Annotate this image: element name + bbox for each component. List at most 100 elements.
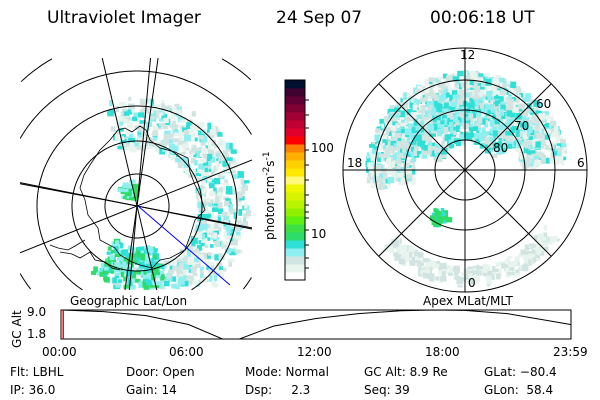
- emission-pixel: [198, 221, 205, 227]
- emission-pixel: [481, 128, 486, 135]
- emission-pixel: [531, 136, 538, 140]
- emission-pixel: [157, 270, 165, 275]
- emission-pixel: [136, 258, 140, 265]
- emission-pixel: [161, 100, 165, 107]
- emission-pixel: [454, 108, 460, 116]
- emission-pixel: [148, 275, 154, 280]
- gain-status: Gain: 14: [126, 383, 177, 397]
- emission-pixel: [543, 224, 548, 231]
- emission-pixel: [441, 140, 445, 146]
- instrument-title: Ultraviolet Imager: [47, 8, 201, 28]
- emission-pixel: [134, 115, 141, 123]
- emission-pixel: [394, 256, 401, 261]
- emission-pixel: [533, 107, 538, 112]
- emission-pixel: [512, 99, 517, 104]
- emission-pixel: [220, 140, 226, 147]
- altitude-series: [60, 309, 571, 340]
- emission-pixel: [390, 140, 397, 146]
- emission-pixel: [448, 107, 453, 114]
- emission-pixel: [367, 172, 371, 177]
- emission-pixel: [410, 169, 416, 175]
- emission-pixel: [524, 149, 530, 153]
- emission-pixel: [450, 106, 456, 112]
- emission-pixel: [469, 103, 473, 108]
- emission-pixel: [136, 250, 141, 255]
- emission-pixel: [236, 201, 242, 207]
- emission-pixel: [421, 152, 428, 159]
- emission-pixel: [138, 136, 145, 143]
- emission-pixel: [200, 136, 208, 143]
- emission-pixel: [480, 80, 486, 87]
- emission-pixel: [482, 272, 488, 277]
- emission-pixel: [206, 129, 212, 134]
- emission-pixel: [393, 252, 399, 257]
- emission-pixel: [132, 116, 138, 122]
- emission-pixel: [169, 258, 177, 265]
- emission-pixel: [526, 140, 531, 145]
- colorbar-swatch: [285, 272, 305, 281]
- emission-pixel: [461, 138, 465, 145]
- emission-pixel: [143, 260, 150, 266]
- emission-pixel: [441, 271, 446, 277]
- emission-pixel: [207, 153, 213, 160]
- emission-pixel: [209, 191, 216, 197]
- emission-pixel: [119, 102, 127, 106]
- emission-pixel: [420, 97, 427, 103]
- emission-pixel: [212, 207, 219, 212]
- emission-pixel: [171, 276, 176, 282]
- emission-pixel: [178, 276, 183, 284]
- emission-pixel: [191, 265, 196, 270]
- emission-pixel: [370, 184, 376, 189]
- emission-pixel: [381, 164, 385, 168]
- glat-status: GLat: −80.4: [484, 365, 557, 379]
- emission-pixel: [495, 107, 500, 114]
- emission-pixel: [195, 224, 203, 232]
- emission-pixel: [206, 197, 211, 202]
- emission-pixel: [396, 250, 402, 254]
- emission-pixel: [440, 120, 445, 125]
- left-map-label: Geographic Lat/Lon: [70, 294, 188, 308]
- emission-pixel: [481, 135, 486, 141]
- emission-pixel: [484, 103, 488, 108]
- emission-pixel: [201, 239, 208, 243]
- emission-pixel: [237, 171, 244, 178]
- emission-pixel: [213, 187, 217, 194]
- emission-pixel: [375, 176, 382, 183]
- emission-pixel: [454, 74, 458, 78]
- emission-pixel: [118, 123, 124, 129]
- emission-pixel: [129, 271, 137, 279]
- colorbar-swatch: [285, 232, 305, 241]
- emission-pixel: [168, 139, 174, 144]
- emission-pixel: [208, 149, 215, 156]
- emission-pixel: [222, 182, 229, 186]
- emission-pixel: [213, 165, 218, 171]
- emission-pixel: [501, 144, 507, 149]
- emission-pixel: [372, 177, 377, 183]
- emission-pixel: [432, 118, 437, 123]
- emission-pixel: [191, 150, 196, 155]
- emission-pixel: [422, 272, 429, 279]
- emission-pixel: [201, 223, 209, 231]
- emission-pixel: [182, 264, 190, 271]
- emission-pixel: [380, 139, 387, 143]
- emission-pixel: [521, 116, 527, 123]
- emission-pixel: [127, 263, 131, 269]
- emission-pixel: [175, 285, 179, 289]
- emission-pixel: [428, 77, 435, 82]
- emission-pixel: [386, 170, 393, 176]
- emission-pixel: [201, 188, 205, 195]
- unit-s: s: [263, 160, 277, 167]
- emission-pixel: [476, 264, 480, 271]
- emission-pixel: [473, 85, 481, 93]
- emission-pixel: [125, 145, 133, 151]
- colorbar-swatch: [285, 240, 305, 249]
- emission-pixel: [498, 77, 505, 83]
- emission-pixel: [209, 262, 214, 268]
- emission-pixel: [163, 280, 170, 287]
- emission-pixel: [490, 120, 495, 124]
- emission-pixel: [126, 252, 130, 256]
- emission-pixel: [524, 130, 529, 135]
- emission-pixel: [397, 164, 402, 168]
- emission-pixel: [523, 263, 528, 268]
- emission-pixel: [381, 123, 385, 129]
